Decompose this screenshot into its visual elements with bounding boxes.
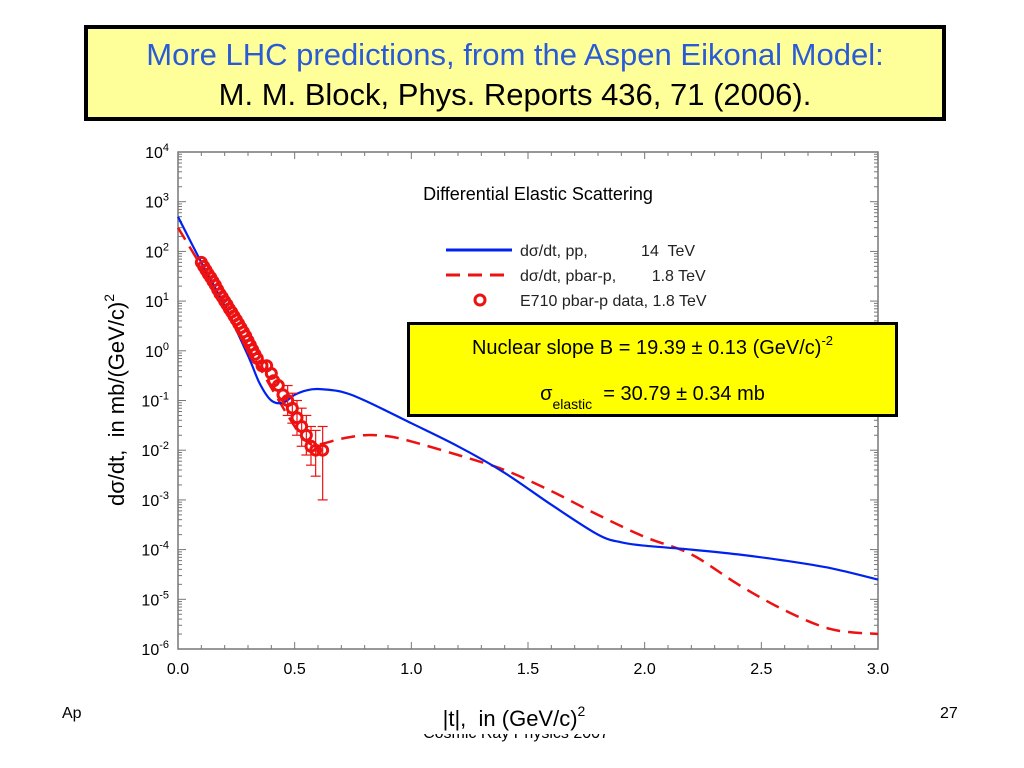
x-tick-label: 2.0 [634,661,656,678]
y-tick-label: 103 [145,192,169,212]
y-tick-label: 10-3 [141,490,169,510]
data-point [309,443,323,457]
x-axis-label: |t|, in (GeV/c)2 [443,703,586,731]
legend-label-pp: dσ/dt, pp, 14 TeV [520,243,695,260]
x-tick-label: 0.5 [284,661,306,678]
sigma-elastic-text: σelastic = 30.79 ± 0.34 mb [540,383,765,412]
info-box: Nuclear slope B = 19.39 ± 0.13 (GeV/c)-2… [407,322,898,417]
x-tick-label: 1.0 [400,661,422,678]
y-tick-label: 10-5 [141,589,169,609]
y-tick-label: 10-6 [141,639,169,659]
title-box: More LHC predictions, from the Aspen Eik… [84,25,946,121]
footer-left-text: Ap [62,705,82,722]
y-tick-label: 102 [145,241,169,261]
x-tick-label: 2.5 [750,661,772,678]
y-axis-label: dσ/dt, in mb/(GeV/c)2 [101,294,129,506]
legend-label-pbarp: dσ/dt, pbar-p, 1.8 TeV [520,268,706,285]
page-number: 27 [940,705,958,722]
nuclear-slope-text: Nuclear slope B = 19.39 ± 0.13 (GeV/c)-2 [471,333,834,359]
y-tick-label: 10-2 [141,440,169,460]
data-point [255,359,269,373]
data-point [299,428,313,442]
data-point [285,401,299,415]
y-tick-label: 101 [145,291,169,311]
chart-title: Differential Elastic Scattering [423,184,653,204]
x-tick-label: 0.0 [167,661,189,678]
slide-citation: M. M. Block, Phys. Reports 436, 71 (2006… [218,77,812,112]
y-tick-label: 10-4 [141,540,169,560]
y-tick-label: 10-1 [141,391,169,411]
legend-marker-e710 [473,293,487,307]
data-point [264,366,278,380]
x-tick-label: 1.5 [517,661,539,678]
series-line-pbarp [176,227,879,636]
legend-label-e710: E710 pbar-p data, 1.8 TeV [520,293,707,310]
y-tick-label: 104 [145,142,169,162]
footer-center-text: Cosmic Ray Physics 2007 [396,734,636,748]
slide-title: More LHC predictions, from the Aspen Eik… [146,37,884,72]
series-line-pp [177,216,879,581]
legend: dσ/dt, pp, 14 TeV dσ/dt, pbar-p, 1.8 TeV… [446,243,707,310]
data-point [316,443,330,457]
x-tick-label: 3.0 [867,661,889,678]
y-tick-label: 100 [145,341,169,361]
